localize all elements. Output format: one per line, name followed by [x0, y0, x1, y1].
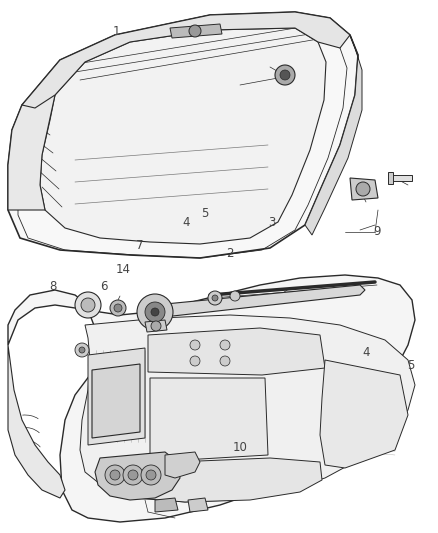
Circle shape — [220, 340, 230, 350]
Circle shape — [189, 25, 201, 37]
Text: 3: 3 — [268, 216, 275, 229]
Polygon shape — [155, 498, 178, 512]
Polygon shape — [92, 364, 140, 438]
Text: 5: 5 — [201, 207, 208, 220]
Circle shape — [141, 465, 161, 485]
Circle shape — [105, 465, 125, 485]
Text: 4: 4 — [362, 346, 370, 359]
Circle shape — [151, 321, 161, 331]
Text: 14: 14 — [116, 263, 131, 276]
Circle shape — [356, 182, 370, 196]
Polygon shape — [8, 345, 65, 498]
Circle shape — [280, 70, 290, 80]
Text: 1: 1 — [112, 26, 120, 38]
Circle shape — [128, 470, 138, 480]
Circle shape — [114, 304, 122, 312]
Circle shape — [208, 291, 222, 305]
Circle shape — [212, 295, 218, 301]
Text: 6: 6 — [100, 280, 108, 293]
Circle shape — [110, 300, 126, 316]
Polygon shape — [88, 348, 145, 445]
Circle shape — [79, 347, 85, 353]
Circle shape — [146, 470, 156, 480]
Polygon shape — [148, 328, 325, 375]
Circle shape — [190, 340, 200, 350]
Polygon shape — [350, 178, 378, 200]
Polygon shape — [392, 175, 412, 181]
Polygon shape — [22, 12, 350, 108]
Text: 5: 5 — [407, 359, 414, 372]
Text: 9: 9 — [373, 225, 381, 238]
Polygon shape — [145, 320, 167, 332]
Polygon shape — [8, 95, 55, 210]
Circle shape — [81, 298, 95, 312]
Polygon shape — [188, 498, 208, 512]
Text: 4: 4 — [182, 216, 190, 229]
Circle shape — [190, 356, 200, 366]
Circle shape — [220, 356, 230, 366]
Circle shape — [137, 294, 173, 330]
Polygon shape — [170, 24, 222, 38]
Circle shape — [110, 470, 120, 480]
Polygon shape — [80, 315, 415, 502]
Polygon shape — [100, 458, 322, 502]
Polygon shape — [40, 28, 326, 244]
Polygon shape — [8, 275, 415, 522]
Circle shape — [75, 343, 89, 357]
Polygon shape — [165, 452, 200, 478]
Polygon shape — [388, 172, 393, 184]
Text: 2: 2 — [226, 247, 234, 260]
Polygon shape — [305, 35, 362, 235]
Text: 10: 10 — [233, 441, 247, 454]
Circle shape — [75, 292, 101, 318]
Polygon shape — [150, 378, 268, 462]
Text: 8: 8 — [50, 280, 57, 293]
Circle shape — [145, 302, 165, 322]
Polygon shape — [148, 285, 365, 318]
Polygon shape — [320, 360, 408, 468]
Polygon shape — [8, 12, 358, 258]
Polygon shape — [95, 452, 180, 500]
Circle shape — [230, 291, 240, 301]
Circle shape — [151, 308, 159, 316]
Text: 7: 7 — [135, 239, 143, 252]
Circle shape — [275, 65, 295, 85]
Circle shape — [123, 465, 143, 485]
